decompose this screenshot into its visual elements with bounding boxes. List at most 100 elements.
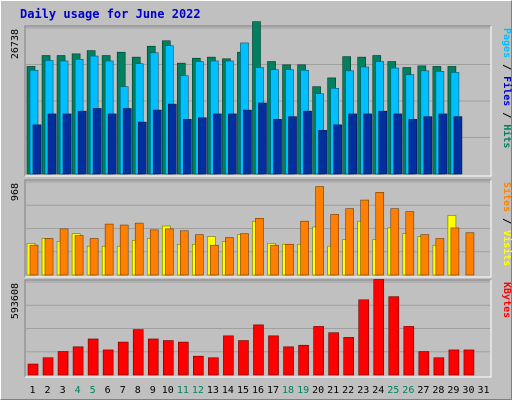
panel-bottom-ymax-label: 593608 xyxy=(10,283,21,319)
bar-kbytes-day-19 xyxy=(298,344,309,376)
bar-sites-day-5 xyxy=(89,238,99,276)
bar-kbytes-day-12 xyxy=(193,355,204,376)
x-tick-label-day-30: 30 xyxy=(462,385,474,396)
bar-pages-day-12 xyxy=(198,117,207,175)
bar-sites-day-12 xyxy=(195,234,204,276)
x-tick-label-day-14: 14 xyxy=(222,385,234,396)
x-tick-label-day-26: 26 xyxy=(402,385,414,396)
x-tick-label-day-28: 28 xyxy=(432,385,444,396)
bar-kbytes-day-7 xyxy=(117,341,129,376)
bar-sites-day-22 xyxy=(345,208,354,276)
panel-bottom-highlight xyxy=(25,280,492,378)
bar-pages-day-19 xyxy=(303,110,312,175)
bar-pages-day-18 xyxy=(288,116,297,175)
bar-pages-day-17 xyxy=(273,119,282,175)
bar-sites-day-28 xyxy=(435,238,445,276)
bar-sites-day-16 xyxy=(255,218,264,276)
bar-sites-day-6 xyxy=(104,223,114,276)
bar-pages-day-23 xyxy=(363,113,373,175)
bar-kbytes-day-13 xyxy=(208,357,219,376)
bar-kbytes-day-14 xyxy=(223,335,234,376)
bar-kbytes-day-25 xyxy=(388,296,400,376)
x-tick-label-day-19: 19 xyxy=(297,385,309,396)
bar-sites-day-8 xyxy=(134,222,144,276)
bar-pages-day-6 xyxy=(107,113,117,175)
bar-pages-day-4 xyxy=(77,110,87,175)
x-tick-label-day-16: 16 xyxy=(252,385,264,396)
bar-pages-day-2 xyxy=(47,113,57,175)
bar-sites-day-9 xyxy=(149,229,159,276)
bar-pages-day-1 xyxy=(32,124,42,175)
x-tick-label-day-12: 12 xyxy=(192,385,204,396)
bar-kbytes-day-29 xyxy=(448,349,460,376)
bar-sites-day-25 xyxy=(390,208,400,276)
x-tick-label-day-8: 8 xyxy=(135,385,141,396)
x-tick-label-day-27: 27 xyxy=(417,385,429,396)
panel-top-legend: Pages / Files / Hits xyxy=(501,28,512,148)
bar-kbytes-day-3 xyxy=(57,351,69,376)
bar-sites-day-27 xyxy=(420,234,430,276)
x-tick-label-day-2: 2 xyxy=(45,385,51,396)
legend-separator: / xyxy=(501,106,512,124)
bar-kbytes-day-15 xyxy=(238,340,249,376)
legend-separator: / xyxy=(501,58,512,76)
bar-sites-day-17 xyxy=(270,244,279,276)
bar-sites-day-7 xyxy=(119,224,129,276)
bar-kbytes-day-20 xyxy=(313,326,324,376)
legend-hits: Hits xyxy=(501,124,512,148)
panel-bottom-legend: KBytes xyxy=(501,282,512,318)
x-tick-label-day-4: 4 xyxy=(75,385,81,396)
bar-kbytes-day-24 xyxy=(373,279,385,376)
panel-middle-legend: Sites / Visits xyxy=(501,182,512,266)
bar-pages-day-13 xyxy=(213,113,222,175)
bar-kbytes-day-28 xyxy=(433,357,445,376)
panel-middle-highlight xyxy=(25,180,492,278)
bar-pages-day-20 xyxy=(318,130,327,175)
bar-pages-day-15 xyxy=(243,109,252,175)
panel-middle-shadow xyxy=(24,179,491,277)
bar-pages-day-22 xyxy=(348,113,357,175)
bar-kbytes-day-18 xyxy=(283,346,294,376)
bar-kbytes-day-26 xyxy=(403,326,415,376)
x-tick-label-day-22: 22 xyxy=(342,385,354,396)
bar-sites-day-4 xyxy=(74,235,84,276)
bar-pages-day-26 xyxy=(408,119,418,175)
bar-pages-day-14 xyxy=(228,113,237,175)
bar-kbytes-day-21 xyxy=(328,332,339,376)
x-tick-label-day-18: 18 xyxy=(282,385,294,396)
x-tick-label-day-1: 1 xyxy=(30,385,36,396)
bar-sites-day-3 xyxy=(59,228,69,276)
bar-sites-day-24 xyxy=(375,192,385,276)
bar-kbytes-day-9 xyxy=(147,338,159,376)
x-tick-label-day-5: 5 xyxy=(90,385,96,396)
x-tick-label-day-31: 31 xyxy=(477,385,489,396)
bar-kbytes-day-27 xyxy=(418,351,430,376)
x-tick-label-day-24: 24 xyxy=(372,385,384,396)
bar-pages-day-3 xyxy=(62,113,72,175)
panel-middle-ymax-label: 968 xyxy=(10,183,21,201)
bar-sites-day-26 xyxy=(405,211,415,276)
bar-pages-day-24 xyxy=(378,110,388,175)
bar-kbytes-day-2 xyxy=(42,357,54,376)
panel-top-shadow xyxy=(24,25,491,176)
bar-kbytes-day-8 xyxy=(132,329,144,376)
chart-title: Daily usage for June 2022 xyxy=(20,7,201,21)
legend-visits: Visits xyxy=(501,230,512,266)
x-tick-label-day-20: 20 xyxy=(312,385,324,396)
bar-sites-day-1 xyxy=(29,244,39,276)
bar-sites-day-29 xyxy=(450,227,460,276)
bar-kbytes-day-16 xyxy=(253,324,264,376)
x-tick-label-day-3: 3 xyxy=(60,385,66,396)
legend-pages: Pages xyxy=(501,28,512,58)
x-tick-label-day-7: 7 xyxy=(120,385,126,396)
x-tick-label-day-23: 23 xyxy=(357,385,369,396)
bar-pages-day-5 xyxy=(92,108,102,175)
x-tick-label-day-15: 15 xyxy=(237,385,249,396)
x-tick-label-day-10: 10 xyxy=(162,385,174,396)
bar-pages-day-27 xyxy=(423,116,433,175)
bar-kbytes-day-1 xyxy=(27,363,39,376)
bar-sites-day-18 xyxy=(285,243,294,276)
bar-pages-day-29 xyxy=(453,116,463,175)
